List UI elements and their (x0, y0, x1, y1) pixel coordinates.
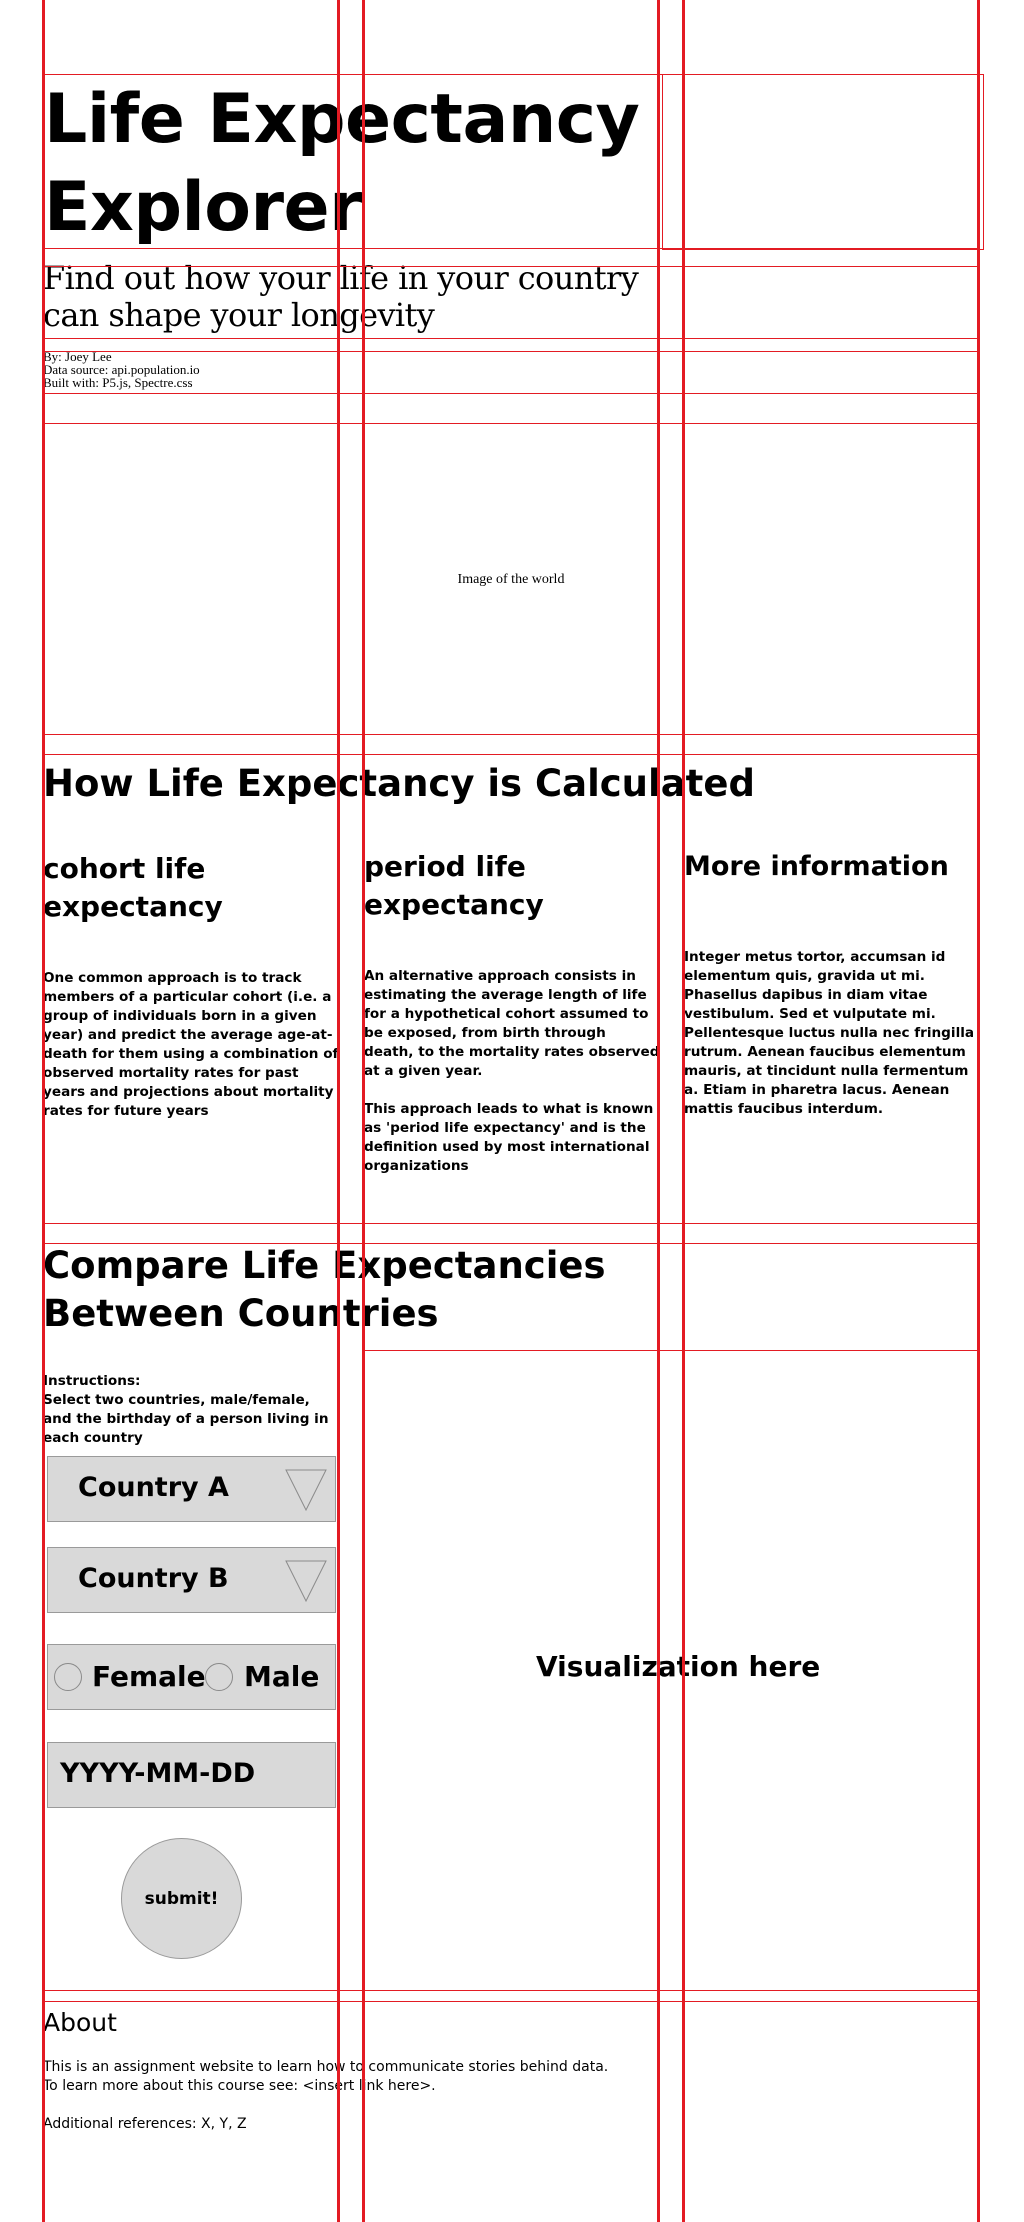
about-line1: This is an assignment website to learn h… (43, 2059, 609, 2075)
more-info-heading: More information (684, 851, 949, 882)
more-info-text: Integer metus tortor, accumsan id elemen… (684, 949, 975, 1117)
grid-line-horizontal (43, 1243, 979, 1244)
country-b-label: Country B (78, 1563, 229, 1594)
page-title-line2: Explorer (44, 168, 363, 247)
grid-line-vertical (977, 0, 980, 2222)
grid-line-vertical (337, 0, 340, 2222)
page-subtitle: Find out how your life in your country c… (43, 259, 639, 334)
grid-line-horizontal (43, 338, 979, 339)
male-radio[interactable] (205, 1663, 233, 1691)
grid-line-horizontal (43, 1223, 979, 1224)
compare-heading-line1: Compare Life Expectancies (43, 1244, 606, 1287)
page-title: Life Expectancy Explorer (44, 76, 664, 252)
grid-line-horizontal (43, 266, 979, 267)
credit-data-source: Data source: api.population.io (43, 362, 200, 377)
cohort-heading: cohort life expectancy (43, 852, 223, 923)
compare-heading-line2: Between Countries (43, 1292, 439, 1335)
country-b-select[interactable]: Country B (47, 1547, 336, 1613)
grid-box-outline (662, 74, 984, 250)
calculation-heading: How Life Expectancy is Calculated (43, 762, 755, 805)
grid-line-horizontal (43, 393, 979, 394)
grid-line-horizontal (43, 2001, 979, 2002)
more-info-column: More information Integer metus tortor, a… (684, 848, 978, 1119)
credit-built-with: Built with: P5.js, Spectre.css (43, 375, 193, 390)
cohort-column: cohort life expectancy One common approa… (43, 850, 339, 1121)
period-text-2: This approach leads to what is known as … (364, 1101, 654, 1174)
birthday-input[interactable]: YYYY-MM-DD (47, 1742, 336, 1808)
grid-line-horizontal (43, 734, 979, 735)
page-title-line1: Life Expectancy (44, 80, 640, 159)
grid-line-horizontal (43, 754, 979, 755)
female-radio[interactable] (54, 1663, 82, 1691)
country-a-select[interactable]: Country A (47, 1456, 336, 1522)
period-heading: period life expectancy (364, 850, 544, 921)
gender-radio-group: Female Male (47, 1644, 336, 1710)
about-line2: To learn more about this course see: <in… (43, 2078, 436, 2094)
grid-line-horizontal (43, 248, 979, 249)
world-image-caption: Image of the world (457, 572, 565, 587)
grid-line-horizontal (43, 74, 979, 75)
about-heading: About (43, 2008, 117, 2037)
world-image-placeholder: Image of the world (43, 425, 979, 735)
visualization-placeholder: Visualization here (536, 1650, 821, 1683)
chevron-down-icon (285, 1560, 327, 1602)
period-column: period life expectancy An alternative ap… (364, 848, 660, 1176)
grid-line-vertical (362, 0, 365, 2222)
instructions-text: Select two countries, male/female, and t… (43, 1392, 329, 1446)
grid-line-vertical (682, 0, 685, 2222)
about-text: This is an assignment website to learn h… (43, 2058, 743, 2134)
period-text-1: An alternative approach consists in esti… (364, 968, 660, 1079)
country-a-label: Country A (78, 1472, 229, 1503)
cohort-text: One common approach is to track members … (43, 970, 339, 1119)
grid-line-horizontal (364, 1350, 979, 1351)
grid-line-horizontal (43, 1990, 979, 1991)
grid-line-vertical (657, 0, 660, 2222)
instructions: Instructions: Select two countries, male… (43, 1372, 343, 1448)
grid-line-vertical (42, 0, 45, 2222)
instructions-label: Instructions: (43, 1373, 141, 1389)
compare-heading: Compare Life Expectancies Between Countr… (43, 1242, 643, 1338)
about-line3: Additional references: X, Y, Z (43, 2116, 247, 2132)
grid-line-horizontal (43, 423, 979, 424)
chevron-down-icon (285, 1469, 327, 1511)
male-label: Male (244, 1660, 320, 1693)
credit-author: By: Joey Lee (43, 349, 112, 364)
grid-line-horizontal (43, 351, 979, 352)
birthday-placeholder: YYYY-MM-DD (60, 1758, 256, 1789)
female-label: Female (92, 1660, 206, 1693)
credits: By: Joey Lee Data source: api.population… (43, 350, 443, 389)
submit-button[interactable]: submit! (121, 1838, 242, 1959)
